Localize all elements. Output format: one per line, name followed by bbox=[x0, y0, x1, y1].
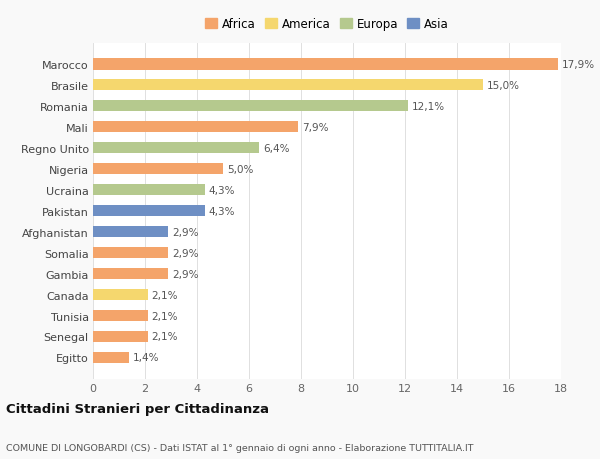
Bar bbox=[93, 331, 148, 342]
Text: 4,3%: 4,3% bbox=[209, 206, 235, 216]
Bar bbox=[93, 59, 559, 70]
Text: 2,1%: 2,1% bbox=[151, 311, 178, 321]
Text: 2,9%: 2,9% bbox=[172, 269, 199, 279]
Text: 2,9%: 2,9% bbox=[172, 227, 199, 237]
Text: 5,0%: 5,0% bbox=[227, 164, 253, 174]
Bar bbox=[93, 226, 169, 238]
Bar bbox=[93, 185, 205, 196]
Bar bbox=[93, 352, 130, 364]
Text: 12,1%: 12,1% bbox=[412, 101, 445, 112]
Bar bbox=[93, 268, 169, 280]
Text: Cittadini Stranieri per Cittadinanza: Cittadini Stranieri per Cittadinanza bbox=[6, 403, 269, 415]
Text: COMUNE DI LONGOBARDI (CS) - Dati ISTAT al 1° gennaio di ogni anno - Elaborazione: COMUNE DI LONGOBARDI (CS) - Dati ISTAT a… bbox=[6, 443, 473, 452]
Text: 7,9%: 7,9% bbox=[302, 123, 329, 132]
Text: 6,4%: 6,4% bbox=[263, 143, 290, 153]
Text: 17,9%: 17,9% bbox=[562, 60, 595, 70]
Text: 4,3%: 4,3% bbox=[209, 185, 235, 195]
Bar bbox=[93, 122, 298, 133]
Text: 15,0%: 15,0% bbox=[487, 80, 520, 90]
Bar bbox=[93, 143, 259, 154]
Bar bbox=[93, 205, 205, 217]
Bar bbox=[93, 310, 148, 322]
Text: 1,4%: 1,4% bbox=[133, 353, 160, 363]
Bar bbox=[93, 163, 223, 175]
Text: 2,1%: 2,1% bbox=[151, 332, 178, 342]
Text: 2,9%: 2,9% bbox=[172, 248, 199, 258]
Legend: Africa, America, Europa, Asia: Africa, America, Europa, Asia bbox=[203, 16, 451, 34]
Bar bbox=[93, 247, 169, 259]
Bar bbox=[93, 289, 148, 301]
Bar bbox=[93, 101, 407, 112]
Text: 2,1%: 2,1% bbox=[151, 290, 178, 300]
Bar bbox=[93, 80, 483, 91]
